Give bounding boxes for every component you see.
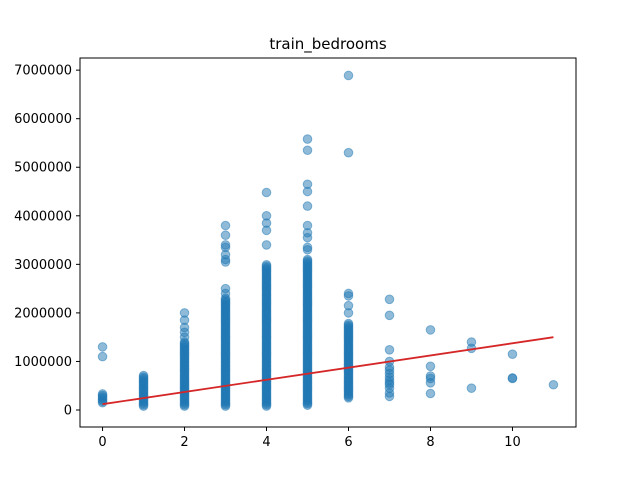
data-point-374 xyxy=(302,201,313,211)
data-point-454 xyxy=(425,371,436,381)
data-point-459 xyxy=(466,337,477,347)
data-point-456 xyxy=(425,325,436,335)
data-point-461 xyxy=(507,373,518,383)
x-tick-label-5: 10 xyxy=(504,435,521,450)
y-tick-label-1: 1000000 xyxy=(14,355,72,370)
data-point-373 xyxy=(302,220,313,231)
plot-frame xyxy=(79,57,577,428)
data-point-450 xyxy=(384,294,395,305)
data-point-6 xyxy=(97,389,108,399)
chart-title: train_bedrooms xyxy=(269,35,386,54)
data-point-262 xyxy=(261,260,272,270)
data-point-376 xyxy=(302,179,313,190)
data-point-455 xyxy=(425,361,436,372)
data-point-463 xyxy=(548,379,559,390)
data-point-368 xyxy=(302,254,313,265)
data-point-430 xyxy=(343,318,354,329)
data-point-436 xyxy=(343,70,354,81)
y-tick-label-3: 3000000 xyxy=(14,258,72,273)
y-tick-label-7: 7000000 xyxy=(14,64,72,79)
regression-line xyxy=(102,336,554,406)
data-point-451 xyxy=(425,388,436,399)
x-tick-label-0: 0 xyxy=(98,435,106,450)
fit-line-layer xyxy=(102,336,554,406)
data-point-164 xyxy=(220,220,231,231)
x-tick-label-4: 8 xyxy=(426,435,434,450)
data-point-8 xyxy=(97,342,108,352)
data-point-432 xyxy=(343,300,354,311)
data-point-377 xyxy=(302,145,313,156)
data-point-378 xyxy=(302,134,313,144)
y-tick-label-2: 2000000 xyxy=(14,306,72,321)
data-point-267 xyxy=(261,187,272,198)
x-axis: 0 2 4 6 8 10 xyxy=(98,427,521,450)
y-tick-label-4: 4000000 xyxy=(14,209,72,224)
data-point-435 xyxy=(343,147,354,158)
data-point-462 xyxy=(507,349,518,359)
y-tick-label-6: 6000000 xyxy=(14,112,72,127)
data-point-163 xyxy=(220,230,231,241)
data-point-7 xyxy=(97,351,108,362)
data-point-80 xyxy=(179,308,190,318)
y-tick-label-5: 5000000 xyxy=(14,161,72,176)
data-point-266 xyxy=(261,211,272,221)
data-point-370 xyxy=(302,242,313,253)
data-point-434 xyxy=(343,288,354,299)
y-tick-label-0: 0 xyxy=(64,404,72,419)
data-point-30 xyxy=(138,370,149,381)
data-point-448 xyxy=(384,345,395,355)
x-tick-label-1: 2 xyxy=(180,435,188,450)
y-axis: 0 1000000 2000000 3000000 4000000 5000000 6000… xyxy=(14,64,80,419)
data-point-263 xyxy=(261,240,272,250)
x-tick-label-3: 6 xyxy=(344,435,352,450)
data-point-162 xyxy=(220,240,231,250)
x-tick-label-2: 4 xyxy=(262,435,270,450)
data-point-457 xyxy=(466,383,477,393)
data-point-449 xyxy=(384,310,395,321)
data-point-157 xyxy=(220,283,231,294)
